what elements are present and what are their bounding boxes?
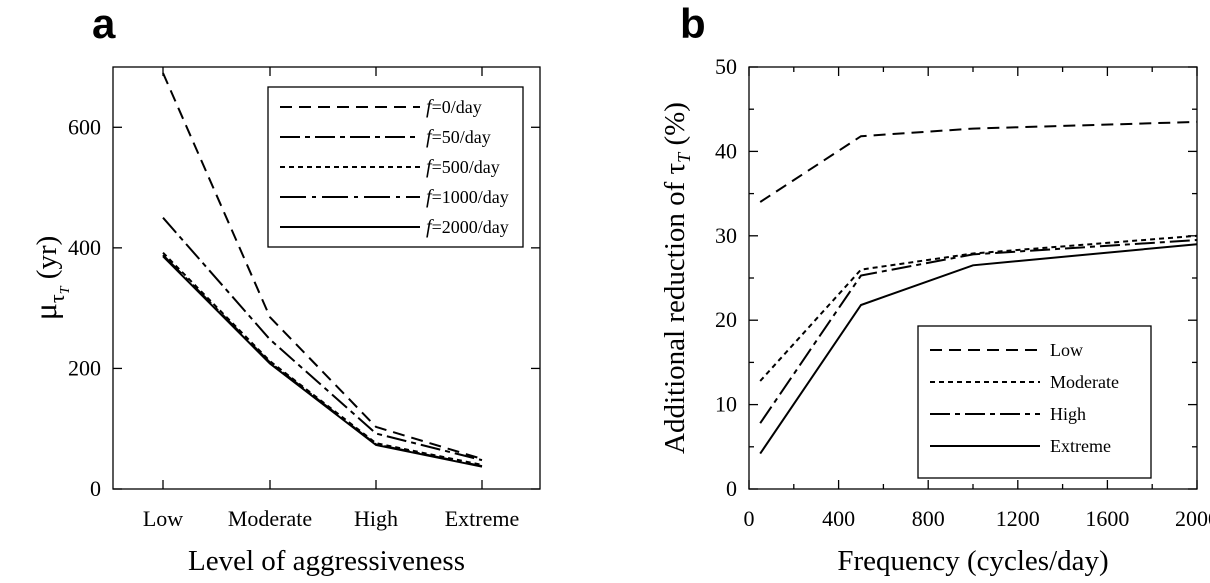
panel-a-y-tick-label: 600: [68, 114, 101, 139]
panel-b: b 0 10 20 30 40 50 0 400 800 1200 1600 2000 Frequen…: [659, 0, 1210, 577]
panel-b-x-tick-label: 400: [822, 506, 855, 531]
panel-b-x-tick-label: 0: [744, 506, 755, 531]
panel-b-legend-entry: Low: [1050, 340, 1083, 360]
panel-a-legend-entry: f=0/day: [426, 96, 482, 118]
panel-a-y-axis-unit: (yr): [31, 236, 63, 287]
panel-b-series-line: [759, 234, 1198, 382]
panel-b-y-axis-title: Additional reduction of τT (%): [659, 102, 694, 454]
panel-b-x-tick-label: 2000: [1175, 506, 1210, 531]
panel-b-legend-entry: Extreme: [1050, 436, 1111, 456]
panel-a-legend-entry: f=2000/day: [426, 216, 509, 238]
panel-b-legend-entry: Moderate: [1050, 372, 1119, 392]
panel-a-legend-box: [267, 86, 524, 248]
panel-b-x-tick-label: 1200: [996, 506, 1040, 531]
panel-b-ticks: 0 10 20 30 40 50 0 400 800 1200 1600 2000: [715, 54, 1210, 531]
panel-b-y-axis-main: Additional reduction of τ: [659, 162, 691, 453]
panel-a-y-tick-label: 400: [68, 235, 101, 260]
panel-a-series-line: [162, 72, 483, 460]
panel-b-y-tick-label: 50: [715, 54, 737, 79]
panel-b-x-tick-label: 800: [912, 506, 945, 531]
panel-a-legend: f=0/day f=50/day f=500/day f=1000/day f=2000…: [267, 86, 524, 248]
panel-b-series-line: [759, 243, 1198, 455]
panel-b-x-axis-title: Frequency (cycles/day): [837, 545, 1108, 577]
panel-b-label: b: [680, 0, 706, 47]
panel-a-legend-entry: f=500/day: [426, 156, 500, 178]
panel-b-legend-entry: High: [1050, 404, 1086, 424]
panel-a-series-line: [162, 255, 483, 468]
panel-a-y-axis-title: μτT (yr): [27, 236, 73, 321]
panel-a-series-line: [162, 217, 483, 462]
panel-b-legend: Low Moderate High Extreme: [917, 325, 1152, 479]
panel-a-series-group: [162, 72, 483, 468]
panel-b-series-group: [759, 120, 1198, 455]
panel-a-legend-entry: f=1000/day: [426, 186, 509, 208]
panel-b-y-axis-unit: (%): [659, 102, 691, 153]
panel-b-y-tick-label: 40: [715, 138, 737, 163]
panel-a-y-axis-mu: μ: [27, 303, 63, 320]
panel-a-plot-frame: [112, 66, 541, 490]
panel-a-y-axis-tau: τ: [44, 294, 69, 303]
panel-a-y-tick-label: 200: [68, 355, 101, 380]
panel-a-series-line: [162, 254, 483, 468]
panel-b-plot-frame: [748, 66, 1198, 490]
panel-b-y-tick-label: 10: [715, 392, 737, 417]
panel-b-y-tick-label: 20: [715, 307, 737, 332]
panel-a-x-axis-title: Level of aggressiveness: [188, 545, 465, 577]
panel-a-ticks: 0 200 400 600 Low Moderate High Extreme: [68, 67, 540, 531]
panel-b-y-tick-label: 30: [715, 223, 737, 248]
panel-a-legend-entry: f=50/day: [426, 126, 491, 148]
panel-a-y-axis-t: T: [58, 285, 73, 294]
panel-b-legend-box: [917, 325, 1152, 479]
panel-a-x-tick-label: High: [354, 506, 398, 531]
panel-b-y-axis-t: T: [674, 151, 694, 163]
panel-a-label: a: [92, 0, 116, 47]
panel-a-x-tick-label: Low: [143, 506, 183, 531]
panel-a-x-tick-label: Extreme: [445, 506, 520, 531]
panel-b-y-tick-label: 0: [726, 476, 737, 501]
panel-a-y-tick-label: 0: [90, 476, 101, 501]
panel-b-series-line: [759, 120, 1198, 203]
panel-b-series-line: [759, 239, 1198, 424]
panel-a-series-line: [162, 251, 483, 466]
panel-a-x-tick-label: Moderate: [228, 506, 312, 531]
panel-a: a 0 200 400 600 Low Moderate High Extreme Level…: [27, 0, 541, 577]
panel-b-x-tick-label: 1600: [1085, 506, 1129, 531]
